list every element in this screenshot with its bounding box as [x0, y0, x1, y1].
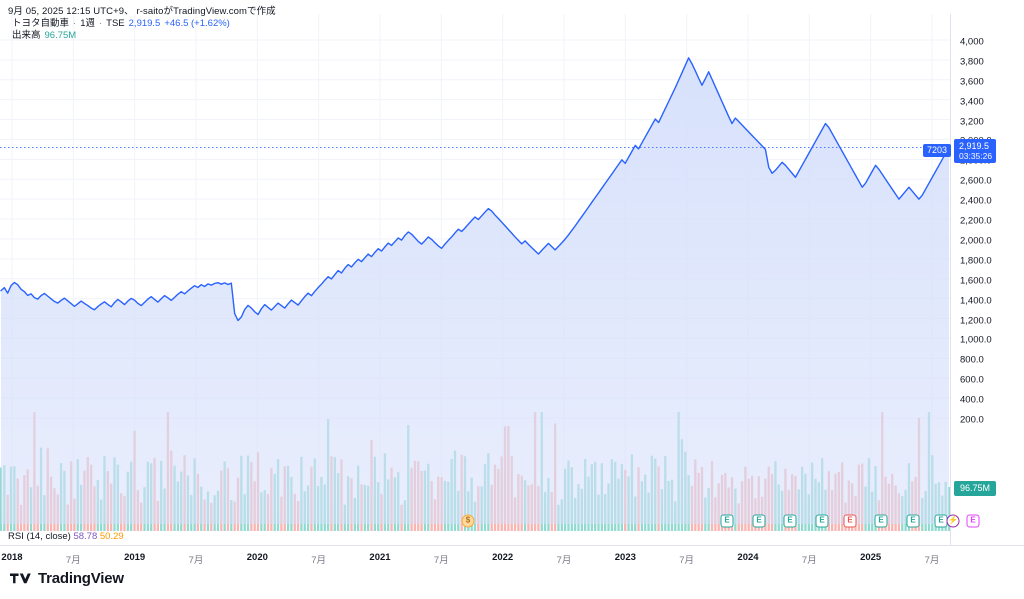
earnings-marker-icon[interactable]: E	[815, 514, 829, 528]
chart-legend: トヨタ自動車 · 1週 · TSE 2,919.5 +46.5 (+1.62%)…	[12, 18, 230, 42]
price-axis-tick: 600.0	[960, 374, 984, 386]
time-axis-year-tick: 2023	[614, 552, 636, 563]
bar-countdown: 03:35:26	[959, 151, 993, 162]
chart-plot-area[interactable]	[0, 14, 950, 545]
time-axis-year-tick: 2020	[246, 552, 268, 563]
dividend-marker-icon[interactable]: $	[461, 514, 475, 528]
time-axis-month-tick: 7月	[679, 555, 695, 566]
rsi-title: RSI (14, close)	[8, 531, 71, 542]
price-axis-tick: 2,600.0	[960, 175, 992, 187]
earnings-marker-icon[interactable]: E	[966, 514, 980, 528]
time-axis-year-tick: 2025	[860, 552, 882, 563]
time-axis-month-tick: 7月	[556, 555, 572, 566]
price-axis-tick: 400.0	[960, 394, 984, 406]
time-axis-month-tick: 7月	[433, 555, 449, 566]
time-axis-month-tick: 7月	[801, 555, 817, 566]
legend-volume-label: 出来高	[12, 30, 41, 41]
price-axis-tick: 1,600.0	[960, 275, 992, 287]
legend-separator-2: ·	[98, 18, 103, 29]
legend-symbol-row[interactable]: トヨタ自動車 · 1週 · TSE 2,919.5 +46.5 (+1.62%)	[12, 18, 230, 30]
legend-interval: 1週	[80, 18, 95, 29]
tradingview-logo-icon	[10, 573, 31, 583]
time-axis-year-tick: 2019	[124, 552, 146, 563]
price-axis-tick: 2,400.0	[960, 195, 992, 207]
price-axis-tick: 200.0	[960, 414, 984, 426]
current-price-value: 2,919.5	[959, 141, 990, 152]
earnings-marker-icon[interactable]: E	[934, 514, 948, 528]
legend-volume-row[interactable]: 出来高 96.75M	[12, 30, 230, 42]
price-axis-tick: 3,200	[960, 116, 984, 128]
earnings-marker-icon[interactable]: E	[783, 514, 797, 528]
legend-last-price: 2,919.5	[128, 18, 161, 29]
price-axis-tick: 3,600	[960, 76, 984, 88]
price-axis-tick: 1,800.0	[960, 255, 992, 267]
price-axis-tick: 2,000.0	[960, 235, 992, 247]
time-axis[interactable]: 2018 7月 2019 7月 2020 7月 2021 7月 2022 7月 2023 7月 2024…	[0, 545, 1024, 567]
tradingview-brand-label: TradingView	[38, 570, 124, 587]
price-axis-tick: 800.0	[960, 354, 984, 366]
time-axis-month-tick: 7月	[188, 555, 204, 566]
legend-symbol-name: トヨタ自動車	[12, 18, 70, 29]
earnings-marker-icon[interactable]: E	[752, 514, 766, 528]
tradingview-footer: TradingView	[10, 570, 124, 587]
earnings-marker-icon[interactable]: E	[906, 514, 920, 528]
time-axis-month-tick: 7月	[924, 555, 940, 566]
earnings-marker-icon[interactable]: E	[843, 514, 857, 528]
time-axis-year-tick: 2021	[369, 552, 391, 563]
price-axis-tick: 3,800	[960, 56, 984, 68]
volume-value-badge[interactable]: 96.75M	[954, 481, 997, 496]
time-axis-year-tick: 2022	[492, 552, 514, 563]
rsi-legend[interactable]: RSI (14, close) 58.78 50.29	[8, 531, 124, 542]
time-axis-month-tick: 7月	[311, 555, 327, 566]
legend-exchange: TSE	[106, 18, 125, 29]
price-axis-tick: 2,200.0	[960, 215, 992, 227]
legend-change: +46.5 (+1.62%)	[164, 18, 230, 29]
current-price-badge[interactable]: 2,919.5 03:35:26	[954, 139, 997, 164]
time-axis-year-tick: 2024	[737, 552, 759, 563]
legend-separator-1: ·	[73, 18, 77, 29]
earnings-marker-icon[interactable]: E	[874, 514, 888, 528]
time-axis-month-tick: 7月	[65, 555, 81, 566]
rsi-ma-value: 50.29	[99, 531, 124, 542]
time-axis-year-tick: 2018	[1, 552, 23, 563]
attribution-text: 9月 05, 2025 12:15 UTC+9、 r-saitoがTrading…	[8, 6, 276, 17]
earnings-marker-icon[interactable]: E	[720, 514, 734, 528]
rsi-value: 58.78	[73, 531, 98, 542]
price-axis-tick: 4,000	[960, 36, 984, 48]
price-axis-tick: 1,200.0	[960, 315, 992, 326]
price-volume-chart	[0, 14, 950, 531]
split-marker-icon[interactable]: ⚡	[946, 514, 960, 528]
price-axis-tick: 1,000.0	[960, 334, 992, 346]
price-axis[interactable]: 4,0003,8003,6003,4003,2003,000.02,800.02…	[950, 14, 1024, 545]
ticker-symbol-tag[interactable]: 7203	[923, 144, 952, 158]
price-axis-tick: 1,400.0	[960, 295, 992, 307]
price-axis-tick: 3,400	[960, 96, 984, 108]
legend-volume-value: 96.75M	[44, 30, 77, 41]
